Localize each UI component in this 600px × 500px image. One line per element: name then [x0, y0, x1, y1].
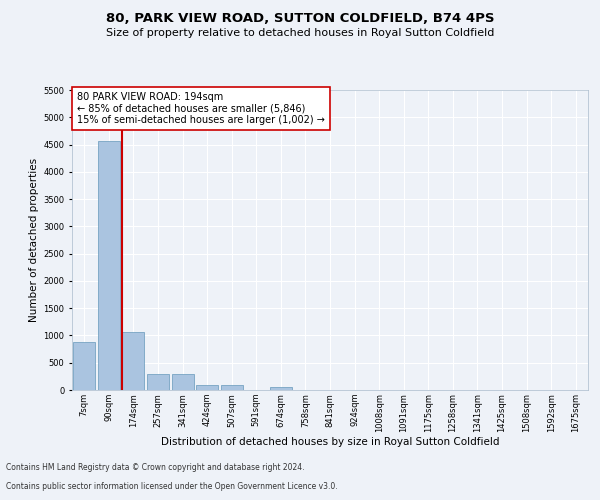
Bar — [221, 386, 243, 390]
Y-axis label: Number of detached properties: Number of detached properties — [29, 158, 39, 322]
Bar — [98, 142, 120, 390]
Bar — [172, 374, 194, 390]
X-axis label: Distribution of detached houses by size in Royal Sutton Coldfield: Distribution of detached houses by size … — [161, 438, 499, 448]
Bar — [122, 332, 145, 390]
Text: Contains public sector information licensed under the Open Government Licence v3: Contains public sector information licen… — [6, 482, 338, 491]
Text: 80, PARK VIEW ROAD, SUTTON COLDFIELD, B74 4PS: 80, PARK VIEW ROAD, SUTTON COLDFIELD, B7… — [106, 12, 494, 26]
Text: 80 PARK VIEW ROAD: 194sqm
← 85% of detached houses are smaller (5,846)
15% of se: 80 PARK VIEW ROAD: 194sqm ← 85% of detac… — [77, 92, 325, 124]
Text: Size of property relative to detached houses in Royal Sutton Coldfield: Size of property relative to detached ho… — [106, 28, 494, 38]
Bar — [73, 342, 95, 390]
Bar — [196, 386, 218, 390]
Text: Contains HM Land Registry data © Crown copyright and database right 2024.: Contains HM Land Registry data © Crown c… — [6, 464, 305, 472]
Bar — [147, 374, 169, 390]
Bar — [270, 387, 292, 390]
